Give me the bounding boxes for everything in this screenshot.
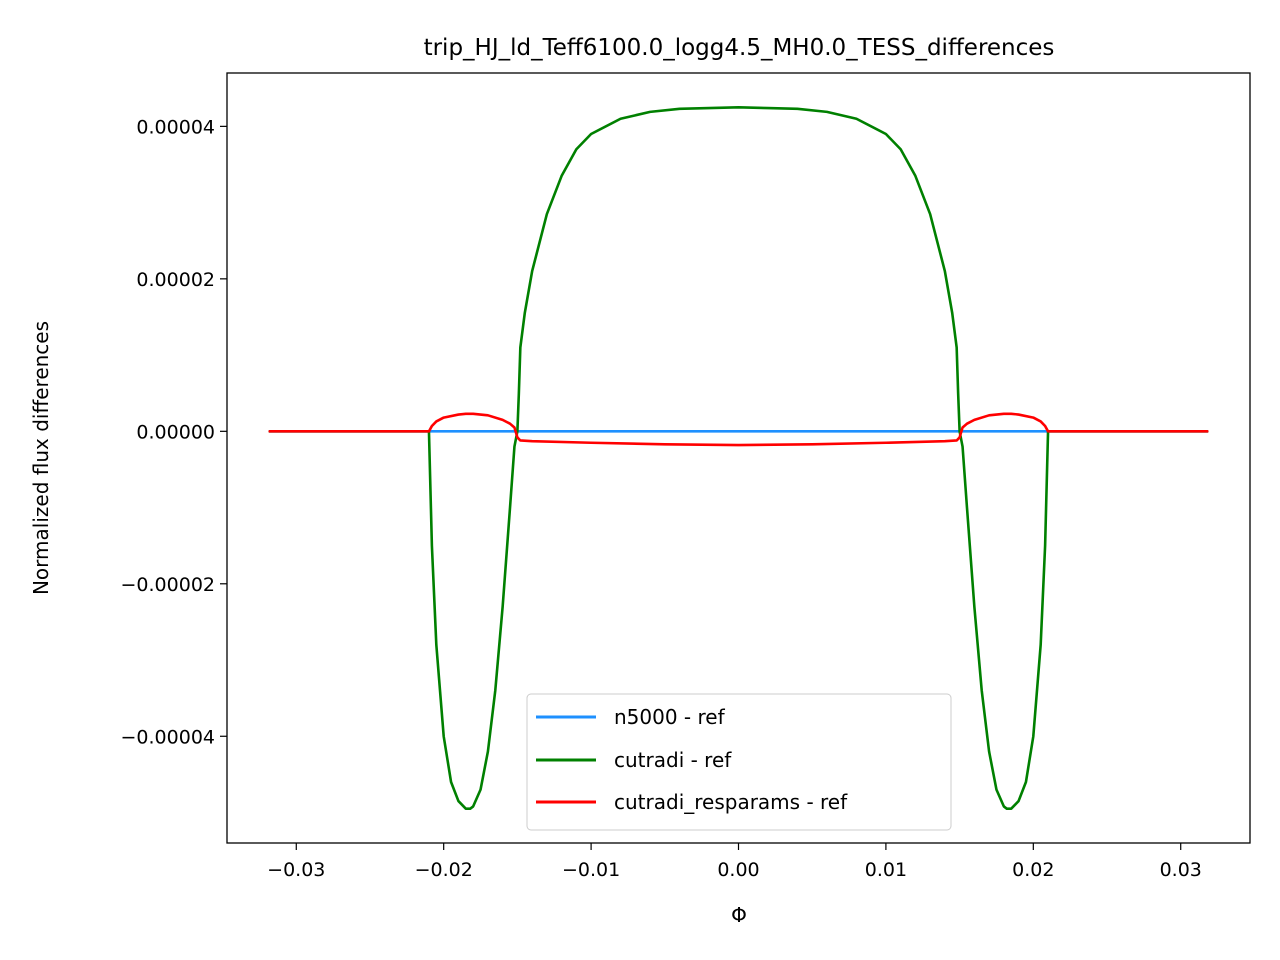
- series-layer: [268, 106, 1209, 810]
- legend-label-cutradi-resparams: cutradi_resparams - ref: [614, 790, 848, 814]
- x-axis: −0.03 −0.02 −0.01 0.00 0.01 0.02 0.03: [267, 843, 1202, 881]
- x-tick-label: −0.03: [267, 859, 325, 881]
- plot-area: [226, 72, 1251, 844]
- series-line-cutradi: [268, 106, 1209, 810]
- x-tick-label: 0.03: [1160, 859, 1202, 881]
- legend-label-n5000: n5000 - ref: [614, 705, 726, 729]
- y-tick-label: 0.00004: [136, 116, 215, 138]
- series-line-cutradi-resparams: [268, 412, 1209, 447]
- y-tick-label: 0.00002: [136, 269, 215, 291]
- y-tick-label: 0.00000: [136, 421, 215, 443]
- x-tick-label: 0.01: [865, 859, 907, 881]
- y-axis-label: Normalized flux differences: [29, 321, 53, 595]
- legend-label-cutradi: cutradi - ref: [614, 748, 732, 772]
- x-tick-label: 0.00: [717, 859, 759, 881]
- x-tick-label: −0.01: [562, 859, 620, 881]
- x-axis-label: Φ: [731, 903, 747, 927]
- legend: n5000 - ref cutradi - ref cutradi_respar…: [526, 693, 952, 831]
- y-tick-label: −0.00004: [121, 726, 216, 748]
- y-axis: −0.00004 −0.00002 0.00000 0.00002 0.00004: [121, 116, 227, 748]
- x-tick-label: 0.02: [1012, 859, 1054, 881]
- legend-box: [526, 693, 952, 831]
- x-tick-label: −0.02: [415, 859, 473, 881]
- chart-title: trip_HJ_ld_Teff6100.0_logg4.5_MH0.0_TESS…: [424, 35, 1055, 61]
- y-tick-label: −0.00002: [121, 574, 216, 596]
